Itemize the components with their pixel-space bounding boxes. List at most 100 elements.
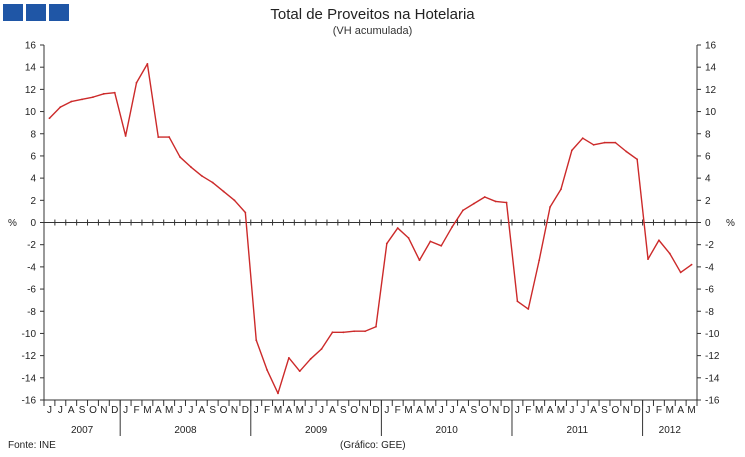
- y-tick-label-right: -16: [705, 396, 720, 407]
- data-point: [309, 358, 312, 360]
- y-tick-label-left: 16: [25, 41, 37, 52]
- data-point: [113, 91, 116, 94]
- year-label: 2009: [305, 425, 328, 436]
- y-tick-label-left: -6: [27, 285, 36, 296]
- y-tick-label-left: -10: [22, 329, 37, 340]
- month-label: M: [404, 405, 412, 416]
- y-tick-label-left: -14: [22, 373, 37, 384]
- y-tick-label-right: -12: [705, 351, 720, 362]
- data-point: [102, 92, 105, 95]
- month-label: J: [58, 405, 63, 416]
- data-point: [298, 370, 301, 373]
- gee-logo-icon: [3, 4, 69, 21]
- y-tick-label-right: 4: [705, 174, 711, 185]
- data-point: [244, 211, 247, 214]
- month-label: S: [209, 405, 216, 416]
- data-point: [211, 181, 214, 184]
- month-label: A: [590, 405, 597, 416]
- month-label: N: [100, 405, 107, 416]
- data-point: [48, 117, 51, 120]
- month-label: D: [372, 405, 379, 416]
- y-tick-label-right: 0: [705, 218, 711, 229]
- month-label: D: [503, 405, 510, 416]
- data-point: [570, 149, 573, 152]
- y-tick-label-right: 6: [705, 151, 711, 162]
- y-tick-label-left: -8: [27, 307, 36, 318]
- data-point: [658, 239, 660, 242]
- y-tick-label-left: 6: [30, 151, 36, 162]
- series-line: [48, 63, 692, 395]
- data-point: [668, 252, 671, 255]
- data-point: [462, 209, 464, 212]
- month-label: S: [601, 405, 608, 416]
- month-label: J: [123, 405, 128, 416]
- y-tick-label-left: 14: [25, 63, 37, 74]
- year-label: 2010: [436, 425, 459, 436]
- month-label: M: [426, 405, 434, 416]
- data-point: [690, 263, 693, 266]
- month-label: J: [188, 405, 193, 416]
- data-point: [516, 300, 519, 303]
- month-label: J: [450, 405, 455, 416]
- data-point: [168, 136, 171, 138]
- month-label: J: [384, 405, 389, 416]
- month-label: M: [687, 405, 695, 416]
- y-tick-label-right: -2: [705, 240, 714, 251]
- data-point: [647, 258, 649, 261]
- y-unit-label-left: %: [8, 218, 17, 229]
- y-tick-label-right: 14: [705, 63, 717, 74]
- month-label: A: [416, 405, 423, 416]
- y-tick-label-left: 10: [25, 107, 37, 118]
- data-point: [222, 190, 225, 193]
- y-tick-label-left: 2: [30, 196, 36, 207]
- chart-subtitle: (VH acumulada): [332, 25, 413, 37]
- data-point: [59, 106, 62, 109]
- data-point: [483, 196, 486, 198]
- data-point: [277, 392, 279, 395]
- month-label: A: [68, 405, 75, 416]
- data-point: [451, 226, 454, 228]
- data-point: [636, 158, 639, 161]
- y-tick-label-left: -2: [27, 240, 36, 251]
- data-point: [287, 356, 290, 359]
- month-label: F: [525, 405, 531, 416]
- data-point: [320, 348, 323, 350]
- month-label: M: [666, 405, 674, 416]
- month-label: N: [361, 405, 368, 416]
- data-point: [505, 201, 508, 204]
- month-label: M: [535, 405, 543, 416]
- year-label: 2012: [659, 425, 682, 436]
- month-label: M: [557, 405, 565, 416]
- data-point: [375, 325, 377, 328]
- y-tick-label-left: -12: [22, 351, 37, 362]
- month-label: J: [515, 405, 520, 416]
- month-label: A: [198, 405, 205, 416]
- data-point: [342, 331, 345, 334]
- month-label: F: [264, 405, 270, 416]
- data-point: [592, 143, 595, 146]
- month-label: M: [165, 405, 173, 416]
- y-tick-label-left: 8: [30, 129, 36, 140]
- month-label: S: [79, 405, 86, 416]
- month-label: F: [656, 405, 662, 416]
- y-tick-label-left: 0: [30, 218, 36, 229]
- month-label: M: [143, 405, 151, 416]
- month-label: J: [646, 405, 651, 416]
- chart-title: Total de Proveitos na Hotelaria: [270, 6, 475, 23]
- data-point: [124, 135, 127, 137]
- month-label: D: [634, 405, 641, 416]
- y-tick-label-right: -6: [705, 285, 714, 296]
- logo-square: [49, 4, 69, 21]
- data-point: [179, 156, 181, 158]
- year-label: 2008: [174, 425, 197, 436]
- data-point: [92, 96, 94, 99]
- y-tick-label-right: 8: [705, 129, 711, 140]
- month-label: F: [133, 405, 139, 416]
- y-tick-label-right: -8: [705, 307, 714, 318]
- month-label: J: [580, 405, 585, 416]
- data-point: [255, 339, 258, 341]
- month-label: A: [329, 405, 336, 416]
- month-label: J: [569, 405, 574, 416]
- month-label: A: [460, 405, 467, 416]
- month-label: A: [286, 405, 293, 416]
